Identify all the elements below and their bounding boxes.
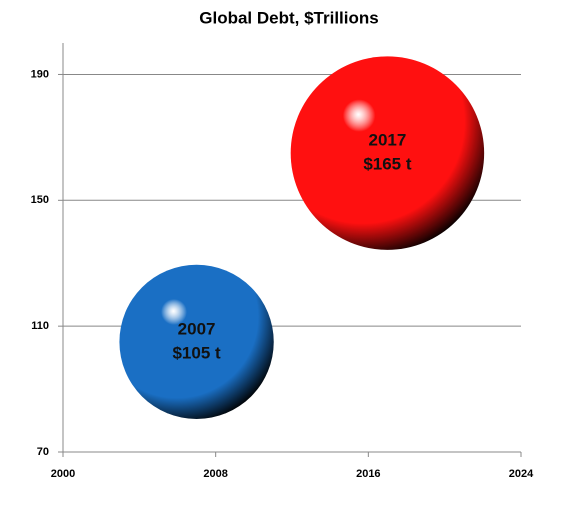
bubble-year-label: 2007: [178, 319, 216, 338]
x-tick-label: 2016: [356, 468, 380, 480]
bubble-year-label: 2017: [369, 131, 407, 150]
bubble: [119, 264, 274, 420]
x-tick-label: 2008: [203, 468, 227, 480]
y-tick-label: 110: [31, 320, 49, 332]
y-tick-label: 70: [37, 446, 49, 458]
y-tick-label: 190: [31, 68, 49, 80]
bubble: [290, 56, 485, 250]
bubble-value-label: $105 t: [172, 343, 221, 362]
x-tick-label: 2024: [509, 468, 534, 480]
x-tick-label: 2000: [51, 468, 75, 480]
y-tick-label: 150: [31, 194, 49, 206]
chart-title: Global Debt, $Trillions: [199, 8, 378, 27]
bubble-value-label: $165 t: [363, 155, 412, 174]
